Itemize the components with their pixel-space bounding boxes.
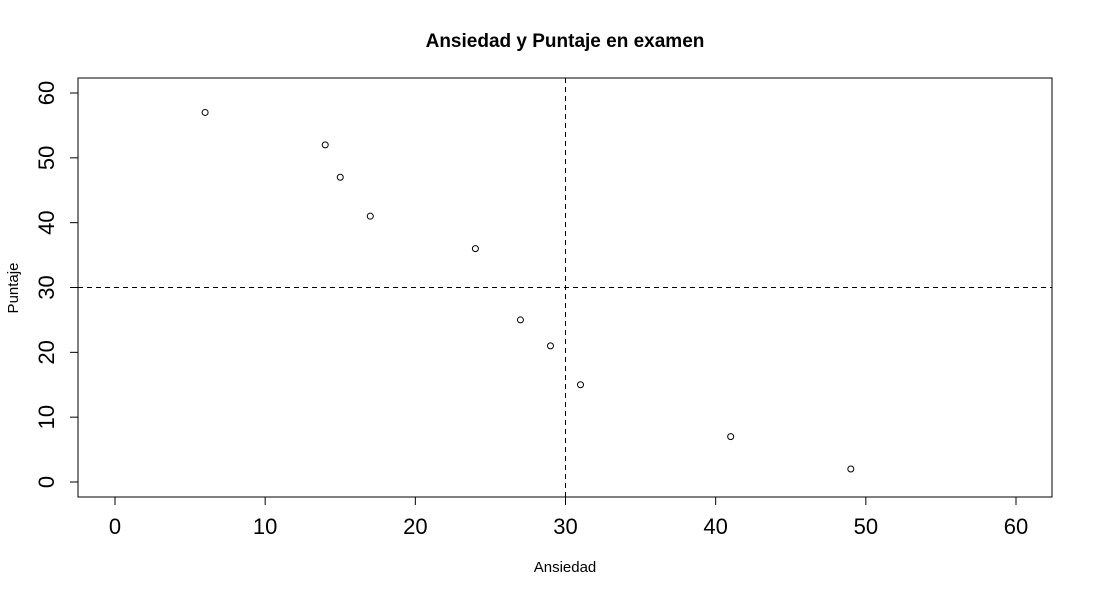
x-axis-label: Ansiedad xyxy=(534,559,597,576)
data-point xyxy=(847,465,855,473)
y-tick-label: 10 xyxy=(34,405,59,429)
x-tick-label: 20 xyxy=(403,514,427,539)
y-axis-label: Puntaje xyxy=(5,263,22,314)
x-tick-label: 50 xyxy=(854,514,878,539)
y-tick-label: 0 xyxy=(34,476,59,488)
y-axis: 0 10 20 30 40 50 60 xyxy=(34,81,79,488)
x-axis: 0 10 20 30 40 50 60 xyxy=(109,496,1028,539)
x-tick-label: 30 xyxy=(553,514,577,539)
y-tick-label: 60 xyxy=(34,81,59,105)
data-point xyxy=(336,173,344,181)
x-tick-label: 40 xyxy=(703,514,727,539)
chart-title: Ansiedad y Puntaje en examen xyxy=(426,31,705,52)
y-tick-label: 20 xyxy=(34,340,59,364)
x-tick-label: 60 xyxy=(1004,514,1028,539)
x-tick-label: 10 xyxy=(253,514,277,539)
y-tick-label: 30 xyxy=(34,275,59,299)
data-point xyxy=(516,316,524,324)
x-tick-label: 0 xyxy=(109,514,121,539)
data-points xyxy=(201,108,855,473)
data-point xyxy=(471,245,479,253)
y-tick-label: 40 xyxy=(34,210,59,234)
data-point xyxy=(546,342,554,350)
reference-lines xyxy=(78,78,1052,497)
data-point xyxy=(366,212,374,220)
y-tick-label: 50 xyxy=(34,146,59,170)
data-point xyxy=(201,108,209,116)
data-point xyxy=(577,381,585,389)
data-point xyxy=(321,141,329,149)
data-point xyxy=(727,433,735,441)
